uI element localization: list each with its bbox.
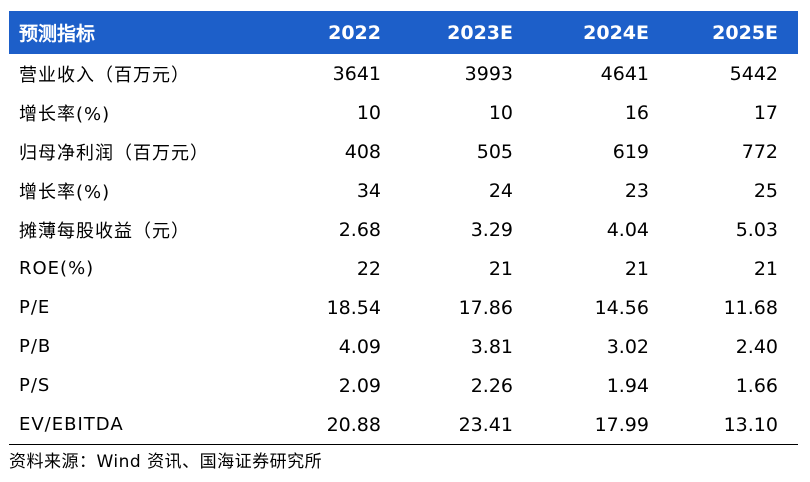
forecast-table: 预测指标 2022 2023E 2024E 2025E 营业收入（百万元） 36… [9,11,798,444]
cell-2024e: 1.94 [606,374,649,397]
cell-2024e: 23 [624,179,649,202]
cell-2023e: 3.29 [470,218,513,241]
cell-2023e: 2.26 [470,374,513,397]
cell-2022: 2.68 [338,218,381,241]
table-row: 增长率(%) 34 24 23 25 [9,171,798,210]
table-row: 归母净利润（百万元） 408 505 619 772 [9,132,798,171]
cell-2024e: 16 [624,101,649,124]
cell-2023e: 10 [488,101,513,124]
header-cell-2023e: 2023E [447,21,513,44]
row-label: EV/EBITDA [19,414,124,435]
cell-2022: 10 [356,101,381,124]
cell-2025e: 5.03 [735,218,778,241]
row-label: 摊薄每股收益（元） [19,220,190,242]
table-row: 营业收入（百万元） 3641 3993 4641 5442 [9,54,798,93]
cell-2022: 34 [356,179,381,202]
table-bottom-divider [9,444,798,445]
row-label: 增长率(%) [19,181,111,203]
cell-2025e: 772 [741,140,778,163]
cell-2023e: 24 [488,179,513,202]
row-label: P/S [19,375,51,396]
row-label: 营业收入（百万元） [19,64,190,86]
cell-2022: 408 [344,140,381,163]
row-label: 归母净利润（百万元） [19,142,209,164]
table-row: EV/EBITDA 20.88 23.41 17.99 13.10 [9,405,798,444]
header-cell-2025e: 2025E [712,21,778,44]
row-label: ROE(%) [19,258,95,279]
cell-2024e: 4641 [600,62,649,85]
row-label: P/E [19,297,51,318]
cell-2023e: 3.81 [470,335,513,358]
cell-2023e: 17.86 [458,296,513,319]
cell-2022: 20.88 [326,413,381,436]
cell-2025e: 5442 [729,62,778,85]
cell-2025e: 17 [753,101,778,124]
cell-2023e: 21 [488,257,513,280]
cell-2025e: 11.68 [723,296,778,319]
table-row: P/B 4.09 3.81 3.02 2.40 [9,327,798,366]
cell-2022: 4.09 [338,335,381,358]
table-row: 摊薄每股收益（元） 2.68 3.29 4.04 5.03 [9,210,798,249]
cell-2023e: 3993 [464,62,513,85]
header-cell-2024e: 2024E [583,21,649,44]
source-note: 资料来源：Wind 资讯、国海证券研究所 [9,452,323,472]
header-cell-2022: 2022 [328,21,381,44]
cell-2025e: 2.40 [735,335,778,358]
header-cell-indicator: 预测指标 [19,23,96,45]
cell-2025e: 21 [753,257,778,280]
cell-2024e: 14.56 [594,296,649,319]
cell-2023e: 505 [476,140,513,163]
table-header-row: 预测指标 2022 2023E 2024E 2025E [9,11,798,54]
cell-2023e: 23.41 [458,413,513,436]
table-row: P/E 18.54 17.86 14.56 11.68 [9,288,798,327]
cell-2022: 2.09 [338,374,381,397]
cell-2022: 3641 [332,62,381,85]
cell-2022: 22 [356,257,381,280]
cell-2024e: 3.02 [606,335,649,358]
cell-2025e: 1.66 [735,374,778,397]
cell-2025e: 13.10 [723,413,778,436]
cell-2025e: 25 [753,179,778,202]
table-row: P/S 2.09 2.26 1.94 1.66 [9,366,798,405]
cell-2024e: 21 [624,257,649,280]
cell-2024e: 17.99 [594,413,649,436]
row-label: 增长率(%) [19,103,111,125]
cell-2024e: 619 [612,140,649,163]
cell-2024e: 4.04 [606,218,649,241]
table-row: ROE(%) 22 21 21 21 [9,249,798,288]
cell-2022: 18.54 [326,296,381,319]
table-row: 增长率(%) 10 10 16 17 [9,93,798,132]
row-label: P/B [19,336,52,357]
